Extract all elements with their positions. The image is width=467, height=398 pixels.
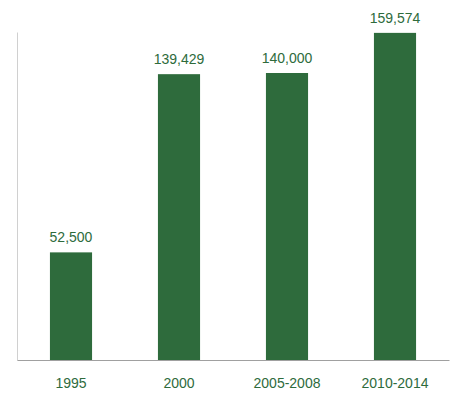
x-tick-label: 2010-2014 bbox=[362, 375, 429, 391]
data-label: 52,500 bbox=[50, 229, 93, 245]
data-label: 140,000 bbox=[262, 50, 313, 66]
bar bbox=[266, 73, 308, 360]
x-tick: 2010-2014 bbox=[362, 360, 429, 391]
x-tick: 2000 bbox=[163, 360, 194, 391]
y-axis bbox=[17, 33, 18, 361]
bar bbox=[374, 33, 416, 360]
x-tick-label: 2000 bbox=[163, 375, 194, 391]
x-tick-label: 1995 bbox=[55, 375, 86, 391]
data-labels: 52,500 139,429 140,000 159,574 bbox=[50, 10, 421, 246]
x-axis-line bbox=[18, 360, 450, 361]
bars bbox=[50, 33, 416, 360]
x-tick: 2005-2008 bbox=[254, 360, 321, 391]
x-axis: 1995 2000 2005-2008 2010-2014 bbox=[18, 360, 450, 391]
data-label: 159,574 bbox=[370, 10, 421, 26]
x-tick-label: 2005-2008 bbox=[254, 375, 321, 391]
chart: 1995 2000 2005-2008 2010-2014 52,500 139,429 1… bbox=[0, 0, 467, 398]
data-label: 139,429 bbox=[154, 51, 205, 67]
y-axis-line bbox=[17, 33, 18, 361]
x-tick: 1995 bbox=[55, 360, 86, 391]
bar bbox=[50, 252, 92, 360]
bar bbox=[158, 74, 200, 360]
